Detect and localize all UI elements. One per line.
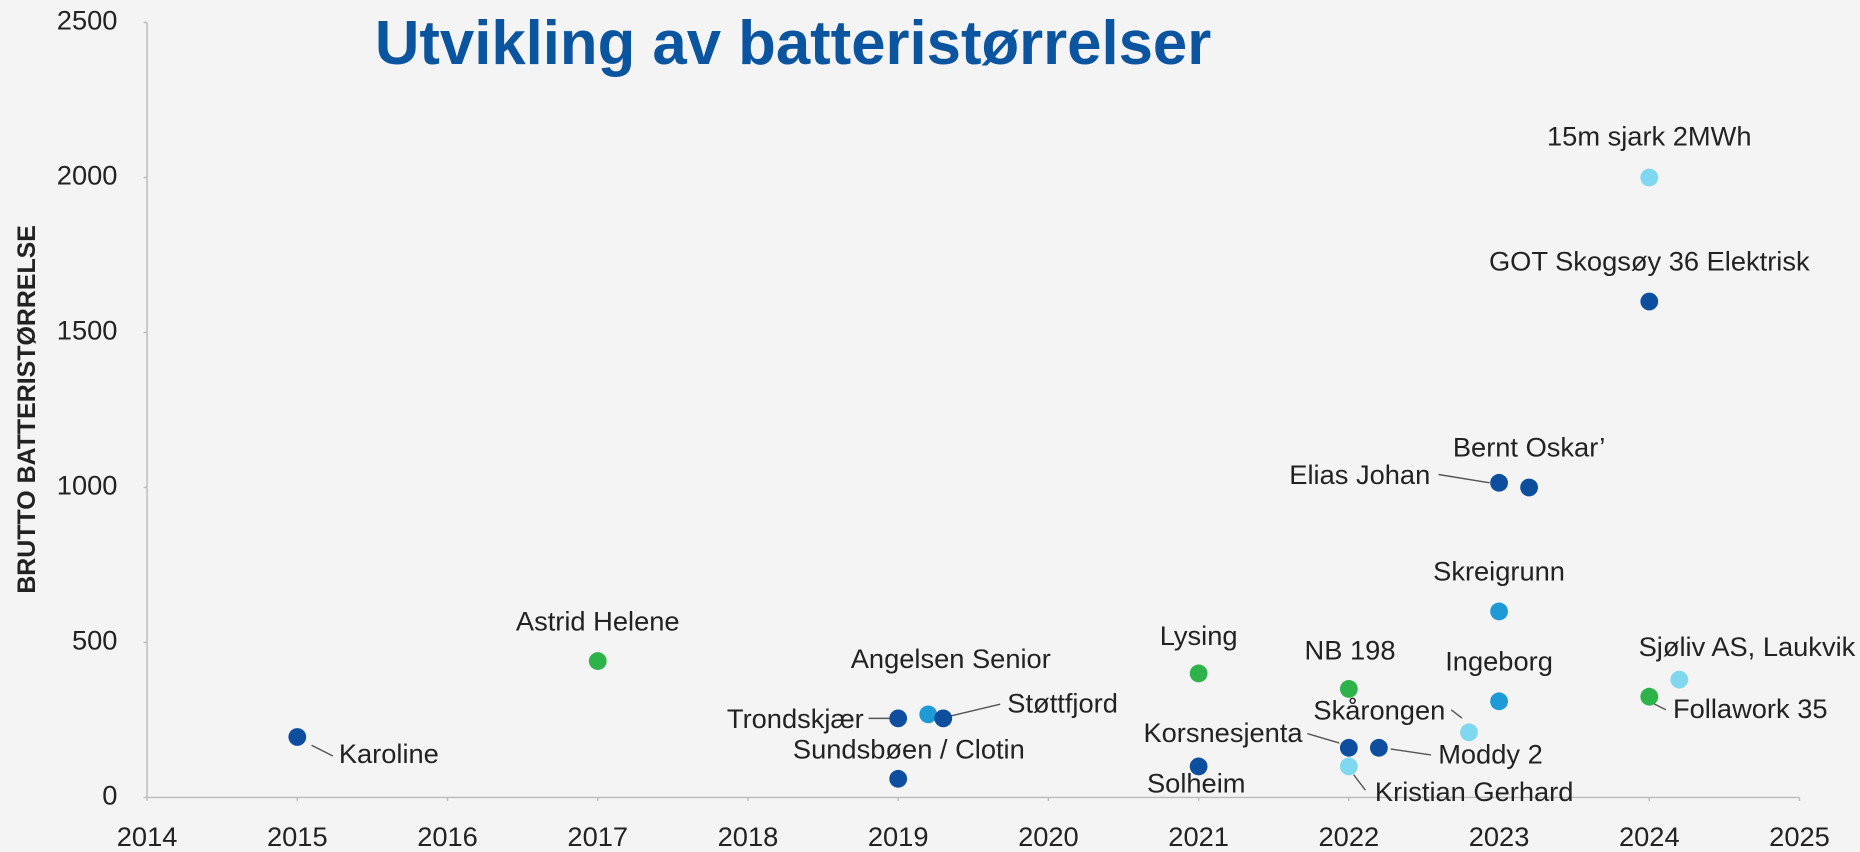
x-tick-label: 2017 bbox=[567, 821, 628, 852]
x-tick-label: 2021 bbox=[1168, 821, 1229, 852]
leader-line bbox=[311, 744, 334, 757]
chart-title: Utvikling av batteristørrelser bbox=[375, 9, 1211, 78]
point bbox=[1640, 292, 1659, 311]
point bbox=[1490, 692, 1508, 711]
x-tick-label: 2020 bbox=[1018, 821, 1079, 852]
point-label: Follawork 35 bbox=[1673, 693, 1828, 724]
point-label: Kristian Gerhard bbox=[1375, 776, 1573, 807]
point bbox=[1189, 664, 1208, 683]
point-label: Skårongen bbox=[1313, 694, 1445, 725]
point-label: Karoline bbox=[339, 738, 439, 769]
x-tick-label: 2024 bbox=[1619, 821, 1680, 852]
y-tick-label: 2500 bbox=[57, 5, 118, 36]
point bbox=[1520, 478, 1539, 497]
point bbox=[1640, 687, 1659, 706]
leader-line bbox=[950, 703, 1001, 717]
leader-line bbox=[1450, 709, 1463, 719]
point-label: Astrid Helene bbox=[516, 605, 680, 636]
point-label: GOT Skogsøy 36 Elektrisk bbox=[1489, 246, 1810, 277]
y-tick-label: 1000 bbox=[57, 470, 118, 501]
x-tick-label: 2022 bbox=[1319, 821, 1380, 852]
point-label: Bernt Oskar’ bbox=[1453, 432, 1606, 463]
y-tick-label: 0 bbox=[102, 780, 117, 811]
leader-line bbox=[1438, 473, 1490, 484]
point bbox=[1490, 473, 1508, 492]
point bbox=[1640, 168, 1659, 187]
y-tick-label: 500 bbox=[72, 625, 117, 656]
point bbox=[889, 709, 908, 728]
point bbox=[934, 709, 953, 728]
x-tick-label: 2023 bbox=[1469, 821, 1530, 852]
x-tick-label: 2019 bbox=[868, 821, 929, 852]
point bbox=[1490, 602, 1508, 621]
point bbox=[1460, 723, 1478, 742]
point-label: Solheim bbox=[1147, 768, 1245, 799]
point-label: Lysing bbox=[1160, 620, 1238, 651]
x-tick-label: 2015 bbox=[267, 821, 328, 852]
point bbox=[588, 652, 607, 670]
point-label: NB 198 bbox=[1305, 634, 1396, 665]
point bbox=[1339, 757, 1358, 776]
point bbox=[889, 769, 908, 788]
y-tick-label: 2000 bbox=[57, 160, 118, 191]
point bbox=[1339, 680, 1358, 698]
point bbox=[1369, 738, 1388, 757]
point bbox=[1339, 738, 1358, 757]
point-label: Ingeborg bbox=[1445, 646, 1553, 677]
point-label: 15m sjark 2MWh bbox=[1547, 121, 1752, 152]
point-label: Skreigrunn bbox=[1433, 556, 1565, 587]
point-label: Trondskjær bbox=[727, 703, 864, 734]
leader-line bbox=[1307, 732, 1340, 744]
point-label: Korsnesjenta bbox=[1143, 717, 1303, 748]
leader-line bbox=[1353, 774, 1367, 791]
point bbox=[1670, 670, 1689, 689]
x-tick-label: 2014 bbox=[117, 821, 178, 852]
y-axis-label: BRUTTO BATTERISTØRRELSE bbox=[13, 225, 41, 594]
point-label: Sundsbøen / Clotin bbox=[793, 734, 1025, 765]
point-label: Elias Johan bbox=[1289, 459, 1430, 490]
point-label: Angelsen Senior bbox=[851, 643, 1051, 674]
point-label: Sjøliv AS, Laukvik bbox=[1639, 631, 1856, 662]
point-label: Moddy 2 bbox=[1438, 738, 1543, 769]
point bbox=[1189, 757, 1208, 776]
x-tick-label: 2016 bbox=[417, 821, 478, 852]
point bbox=[919, 705, 938, 724]
x-tick-label: 2025 bbox=[1769, 821, 1830, 852]
point bbox=[288, 728, 307, 746]
leader-line bbox=[1390, 748, 1432, 756]
x-tick-label: 2018 bbox=[718, 821, 779, 852]
point-label: Støttfjord bbox=[1007, 688, 1118, 719]
y-tick-label: 1500 bbox=[57, 315, 118, 346]
